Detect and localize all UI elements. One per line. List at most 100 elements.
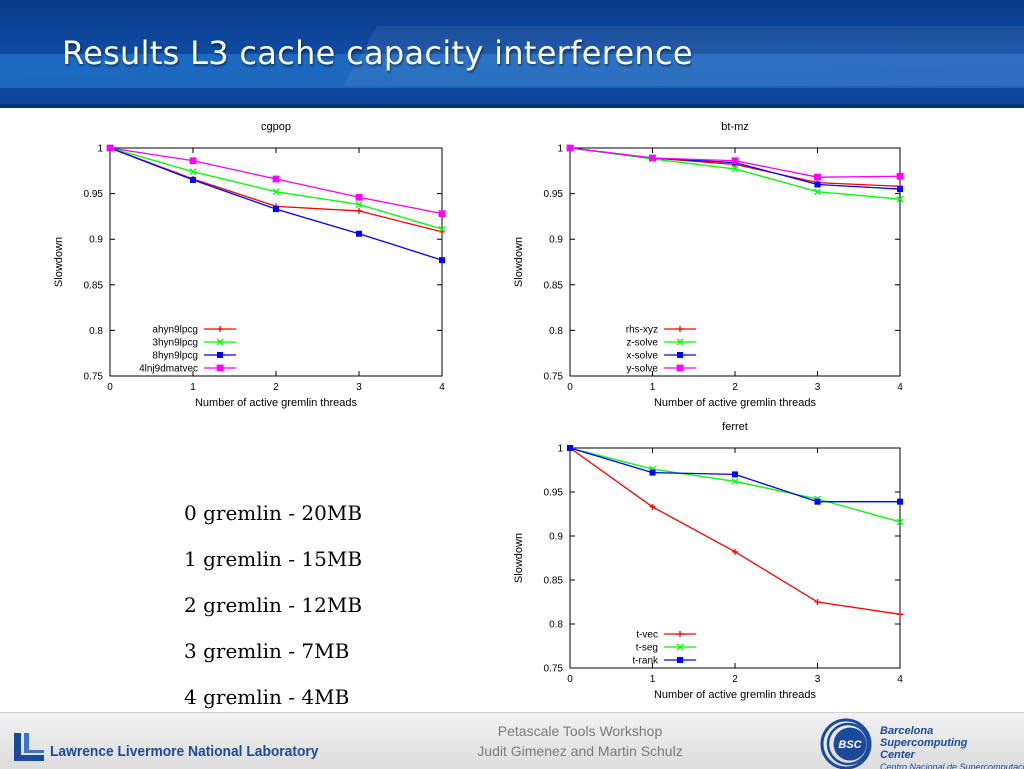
legend-marker	[677, 657, 683, 663]
y-tick-label: 0.85	[544, 576, 564, 587]
data-point	[814, 188, 821, 196]
chart-ferret-svg: ferret 0.75 0.8 0.85 0.9 0.95 1 0 1 2 3 4 Number of …	[513, 421, 904, 701]
legend-label: x-solve	[626, 351, 658, 362]
data-point	[566, 144, 574, 152]
legend-label: t-vec	[636, 630, 658, 641]
legend-marker	[677, 352, 683, 358]
data-point	[731, 157, 739, 165]
data-point	[814, 599, 821, 605]
series-line	[109, 147, 443, 230]
legend-entry: 4lnj9dmatvec	[139, 364, 236, 375]
x-tick-label: 3	[815, 674, 821, 685]
legend-marker	[217, 352, 223, 358]
bsc-name-line: Barcelona	[880, 725, 934, 737]
series-t-rank	[567, 445, 903, 505]
x-tick-label: 2	[732, 382, 738, 393]
data-point	[731, 477, 739, 485]
legend-label: 4lnj9dmatvec	[139, 364, 198, 375]
workshop-name: Petascale Tools Workshop	[497, 723, 663, 739]
cache-size-item: 3 gremlin - 7MB	[184, 639, 350, 663]
x-axis-label: Number of active gremlin threads	[654, 689, 817, 701]
data-point	[897, 611, 903, 618]
plot-frame	[569, 147, 901, 377]
chart-bt-mz: bt-mz 0.75 0.8 0.85 0.9 0.95 1 0 1 2 3 4 Number of a…	[508, 110, 918, 418]
cache-size-item: 4 gremlin - 4MB	[184, 685, 350, 709]
legend-label: 3hyn9lpcg	[152, 338, 198, 349]
y-tick-label: 0.75	[84, 372, 104, 383]
data-point	[649, 469, 656, 476]
legend-label: t-rank	[632, 656, 659, 667]
legend-marker	[216, 364, 224, 372]
cache-size-item: 2 gremlin - 12MB	[184, 593, 363, 617]
data-point	[897, 498, 903, 505]
header-band	[0, 54, 1024, 88]
y-tick-label: 0.95	[544, 189, 564, 200]
x-tick-label: 2	[273, 382, 279, 393]
data-point	[189, 168, 197, 176]
data-point	[897, 186, 903, 193]
x-axis-label: Number of active gremlin threads	[195, 397, 358, 409]
y-tick-label: 1	[557, 444, 563, 455]
legend-entry: 3hyn9lpcg	[152, 338, 236, 349]
x-tick-label: 0	[567, 382, 573, 393]
data-point	[356, 230, 362, 237]
series-line	[569, 447, 901, 523]
legend-entry: rhs-xyz	[626, 325, 696, 336]
data-point	[649, 503, 656, 510]
y-tick-label: 1	[557, 144, 563, 155]
x-tick-label: 3	[356, 382, 362, 393]
legend-marker	[676, 364, 684, 372]
legend-marker	[217, 326, 223, 332]
x-tick-label: 1	[650, 674, 656, 685]
x-tick-label: 1	[190, 382, 196, 393]
legend-entry: t-rank	[632, 656, 696, 667]
llnl-name: Lawrence Livermore National Laboratory	[50, 743, 319, 760]
bsc-badge-text: BSC	[838, 739, 862, 751]
series-line	[109, 147, 443, 233]
data-point	[355, 201, 363, 209]
chart-title: ferret	[722, 421, 748, 433]
chart-cgpop: cgpop 0.75 0.8 0.85 0.9 0.95 1 0 1 2 3 4 Number of a…	[48, 110, 460, 418]
y-tick-label: 0.75	[544, 664, 564, 675]
x-axis-label: Number of active gremlin threads	[654, 397, 817, 409]
bsc-name-line: Supercomputing	[880, 737, 968, 749]
legend-marker	[676, 338, 684, 346]
y-tick-label: 0.8	[549, 620, 563, 631]
llnl-logo-icon	[14, 733, 44, 761]
data-point	[272, 188, 280, 196]
data-point	[731, 165, 739, 173]
bsc-subtitle: Centro Nacional de Supercomputación	[880, 762, 1024, 769]
data-point	[649, 154, 656, 162]
footer-credits: Petascale Tools Workshop Judit Gimenez a…	[400, 721, 760, 761]
x-tick-label: 3	[815, 382, 821, 393]
y-tick-label: 1	[97, 144, 103, 155]
x-tick-label: 2	[732, 674, 738, 685]
data-point	[814, 181, 821, 188]
legend-label: rhs-xyz	[626, 325, 658, 336]
y-axis-label: Slowdown	[513, 533, 525, 583]
data-point	[272, 175, 280, 183]
y-axis-label: Slowdown	[513, 237, 525, 287]
data-point	[356, 207, 362, 214]
legend-entry: 8hyn9lpcg	[152, 351, 236, 362]
series-t-vec	[567, 445, 903, 618]
series-t-seg	[566, 444, 904, 526]
x-tick-label: 1	[650, 382, 656, 393]
header-divider	[0, 104, 1024, 108]
legend-entry: t-seg	[636, 643, 696, 654]
chart-title: cgpop	[261, 121, 291, 133]
y-tick-label: 0.75	[544, 372, 564, 383]
series-y-solve	[566, 144, 904, 181]
data-point	[814, 498, 821, 505]
bsc-logo-icon: BSC	[820, 718, 872, 769]
y-axis-label: Slowdown	[53, 237, 65, 287]
y-tick-label: 0.85	[84, 280, 104, 291]
data-point	[438, 225, 446, 233]
legend-label: y-solve	[626, 364, 658, 375]
x-tick-label: 4	[897, 674, 903, 685]
authors: Judit Gimenez and Martin Schulz	[477, 743, 683, 759]
legend-marker	[677, 631, 683, 637]
chart-ferret: ferret 0.75 0.8 0.85 0.9 0.95 1 0 1 2 3 4 Number of …	[508, 410, 918, 710]
y-tick-label: 0.95	[84, 189, 104, 200]
legend-label: z-solve	[626, 338, 658, 349]
